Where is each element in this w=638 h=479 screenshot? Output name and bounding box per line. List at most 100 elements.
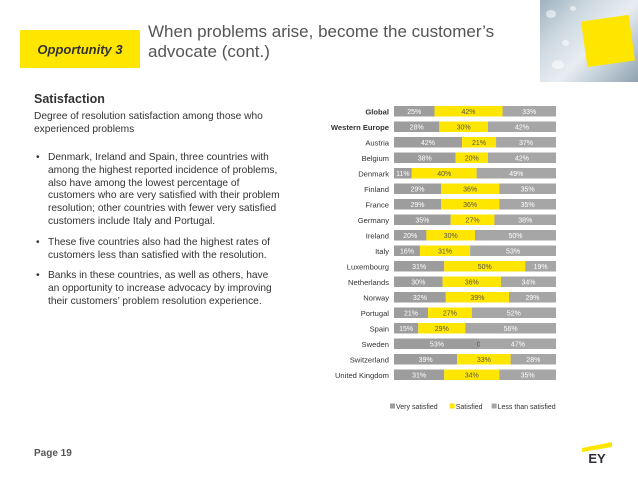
bar-segment bbox=[440, 199, 500, 210]
data-label: 33% bbox=[477, 357, 491, 364]
bar-segment bbox=[428, 307, 472, 318]
data-label: 29% bbox=[410, 202, 424, 209]
data-label: 34% bbox=[521, 279, 535, 286]
data-label: 11% bbox=[396, 171, 410, 178]
legend-swatch bbox=[449, 403, 455, 409]
bar-segment bbox=[394, 106, 435, 117]
svg-text:EY: EY bbox=[588, 451, 606, 464]
bar-segment bbox=[487, 152, 556, 163]
bar-segment bbox=[465, 323, 556, 334]
data-label: 52% bbox=[507, 310, 521, 317]
bar-segment bbox=[419, 245, 471, 256]
bullet-item: • Denmark, Ireland and Spain, three count… bbox=[34, 152, 282, 229]
bullet-text: These five countries also had the highes… bbox=[48, 236, 270, 261]
bar-segment bbox=[434, 106, 503, 117]
category-label: France bbox=[365, 200, 389, 209]
data-label: 56% bbox=[504, 326, 518, 333]
data-label: 16% bbox=[400, 248, 414, 255]
bar-segment bbox=[494, 214, 556, 225]
bar-segment bbox=[394, 307, 429, 318]
bar-segment bbox=[394, 214, 451, 225]
bar-segment bbox=[394, 168, 412, 179]
data-label: 33% bbox=[522, 109, 536, 116]
data-label: 37% bbox=[519, 140, 533, 147]
bar-segment bbox=[394, 230, 427, 241]
data-label: 31% bbox=[412, 372, 426, 379]
bullet-item: • These five countries also had the highe… bbox=[34, 237, 282, 263]
category-label: Italy bbox=[375, 247, 389, 256]
header-decorative-image bbox=[540, 0, 638, 82]
data-label: 27% bbox=[443, 310, 457, 317]
data-label: 30% bbox=[411, 279, 425, 286]
data-label: 38% bbox=[418, 155, 432, 162]
legend-swatch bbox=[390, 403, 395, 409]
data-label: 34% bbox=[465, 372, 479, 379]
section-heading: Satisfaction bbox=[34, 92, 105, 106]
bullet-icon: • bbox=[36, 270, 40, 282]
section-badge-label: Opportunity 3 bbox=[37, 41, 123, 57]
data-label: 29% bbox=[526, 295, 540, 302]
bar-segment bbox=[502, 106, 556, 117]
data-label: 50% bbox=[478, 264, 492, 271]
bar-segment bbox=[439, 121, 488, 132]
data-label: 35% bbox=[521, 186, 535, 193]
bar-segment bbox=[394, 369, 445, 380]
data-label: 53% bbox=[506, 248, 520, 255]
category-label: United Kingdom bbox=[335, 371, 389, 380]
bar-segment bbox=[444, 369, 500, 380]
page-title: When problems arise, become the customer… bbox=[148, 22, 495, 61]
bar-segment bbox=[470, 245, 556, 256]
bullet-text: Banks in these countries, as well as oth… bbox=[48, 270, 272, 307]
category-label: Denmark bbox=[358, 169, 389, 178]
data-label: 21% bbox=[404, 310, 418, 317]
satisfaction-stacked-bar-chart: Global 25% 42% 33% Western Europe 28% 30% 42% Au… bbox=[331, 106, 556, 411]
data-label: 53% bbox=[430, 341, 444, 348]
data-label: 35% bbox=[415, 217, 429, 224]
category-label: Finland bbox=[364, 185, 389, 194]
data-label: 25% bbox=[407, 109, 421, 116]
data-label: 29% bbox=[435, 326, 449, 333]
bar-segment bbox=[411, 168, 477, 179]
category-label: Western Europe bbox=[331, 123, 389, 132]
data-label: 30% bbox=[444, 233, 458, 240]
bar-segment bbox=[394, 354, 458, 365]
bar-segment bbox=[500, 276, 556, 287]
bar-segment bbox=[418, 323, 466, 334]
ey-logo: EY bbox=[582, 442, 612, 464]
bar-segment bbox=[394, 121, 440, 132]
page-number: Page 19 bbox=[34, 448, 72, 459]
data-label: 36% bbox=[463, 186, 477, 193]
category-label: Sweden bbox=[362, 340, 389, 349]
data-label: 39% bbox=[419, 357, 433, 364]
data-label: 35% bbox=[521, 202, 535, 209]
data-label: 20% bbox=[403, 233, 417, 240]
bar-segment bbox=[499, 369, 556, 380]
bar-segment bbox=[394, 152, 456, 163]
bar-segment bbox=[462, 137, 497, 148]
data-label: 32% bbox=[413, 295, 427, 302]
data-label: 42% bbox=[515, 155, 529, 162]
bar-segment bbox=[479, 338, 556, 349]
bar-segment bbox=[394, 261, 445, 272]
bullet-list: • Denmark, Ireland and Spain, three count… bbox=[34, 152, 282, 317]
bar-segment bbox=[394, 183, 441, 194]
data-label: 27% bbox=[466, 217, 480, 224]
legend-swatch bbox=[491, 403, 497, 409]
bar-segment bbox=[457, 354, 511, 365]
intro-text: Degree of resolution satisfaction among … bbox=[34, 111, 263, 135]
legend-label: Satisfied bbox=[456, 404, 483, 411]
data-label: 42% bbox=[462, 109, 476, 116]
data-label: 50% bbox=[508, 233, 522, 240]
data-label: 36% bbox=[463, 202, 477, 209]
data-label: 49% bbox=[509, 171, 523, 178]
category-label: Portugal bbox=[361, 309, 390, 318]
bar-segment bbox=[476, 168, 556, 179]
category-label: Switzerland bbox=[350, 355, 389, 364]
data-label: 36% bbox=[465, 279, 479, 286]
data-label: 35% bbox=[521, 372, 535, 379]
legend-label: Very satisfied bbox=[396, 404, 438, 411]
data-label: 15% bbox=[399, 326, 413, 333]
bar-segment bbox=[394, 199, 441, 210]
data-label: 21% bbox=[472, 140, 486, 147]
data-label: 28% bbox=[526, 357, 540, 364]
